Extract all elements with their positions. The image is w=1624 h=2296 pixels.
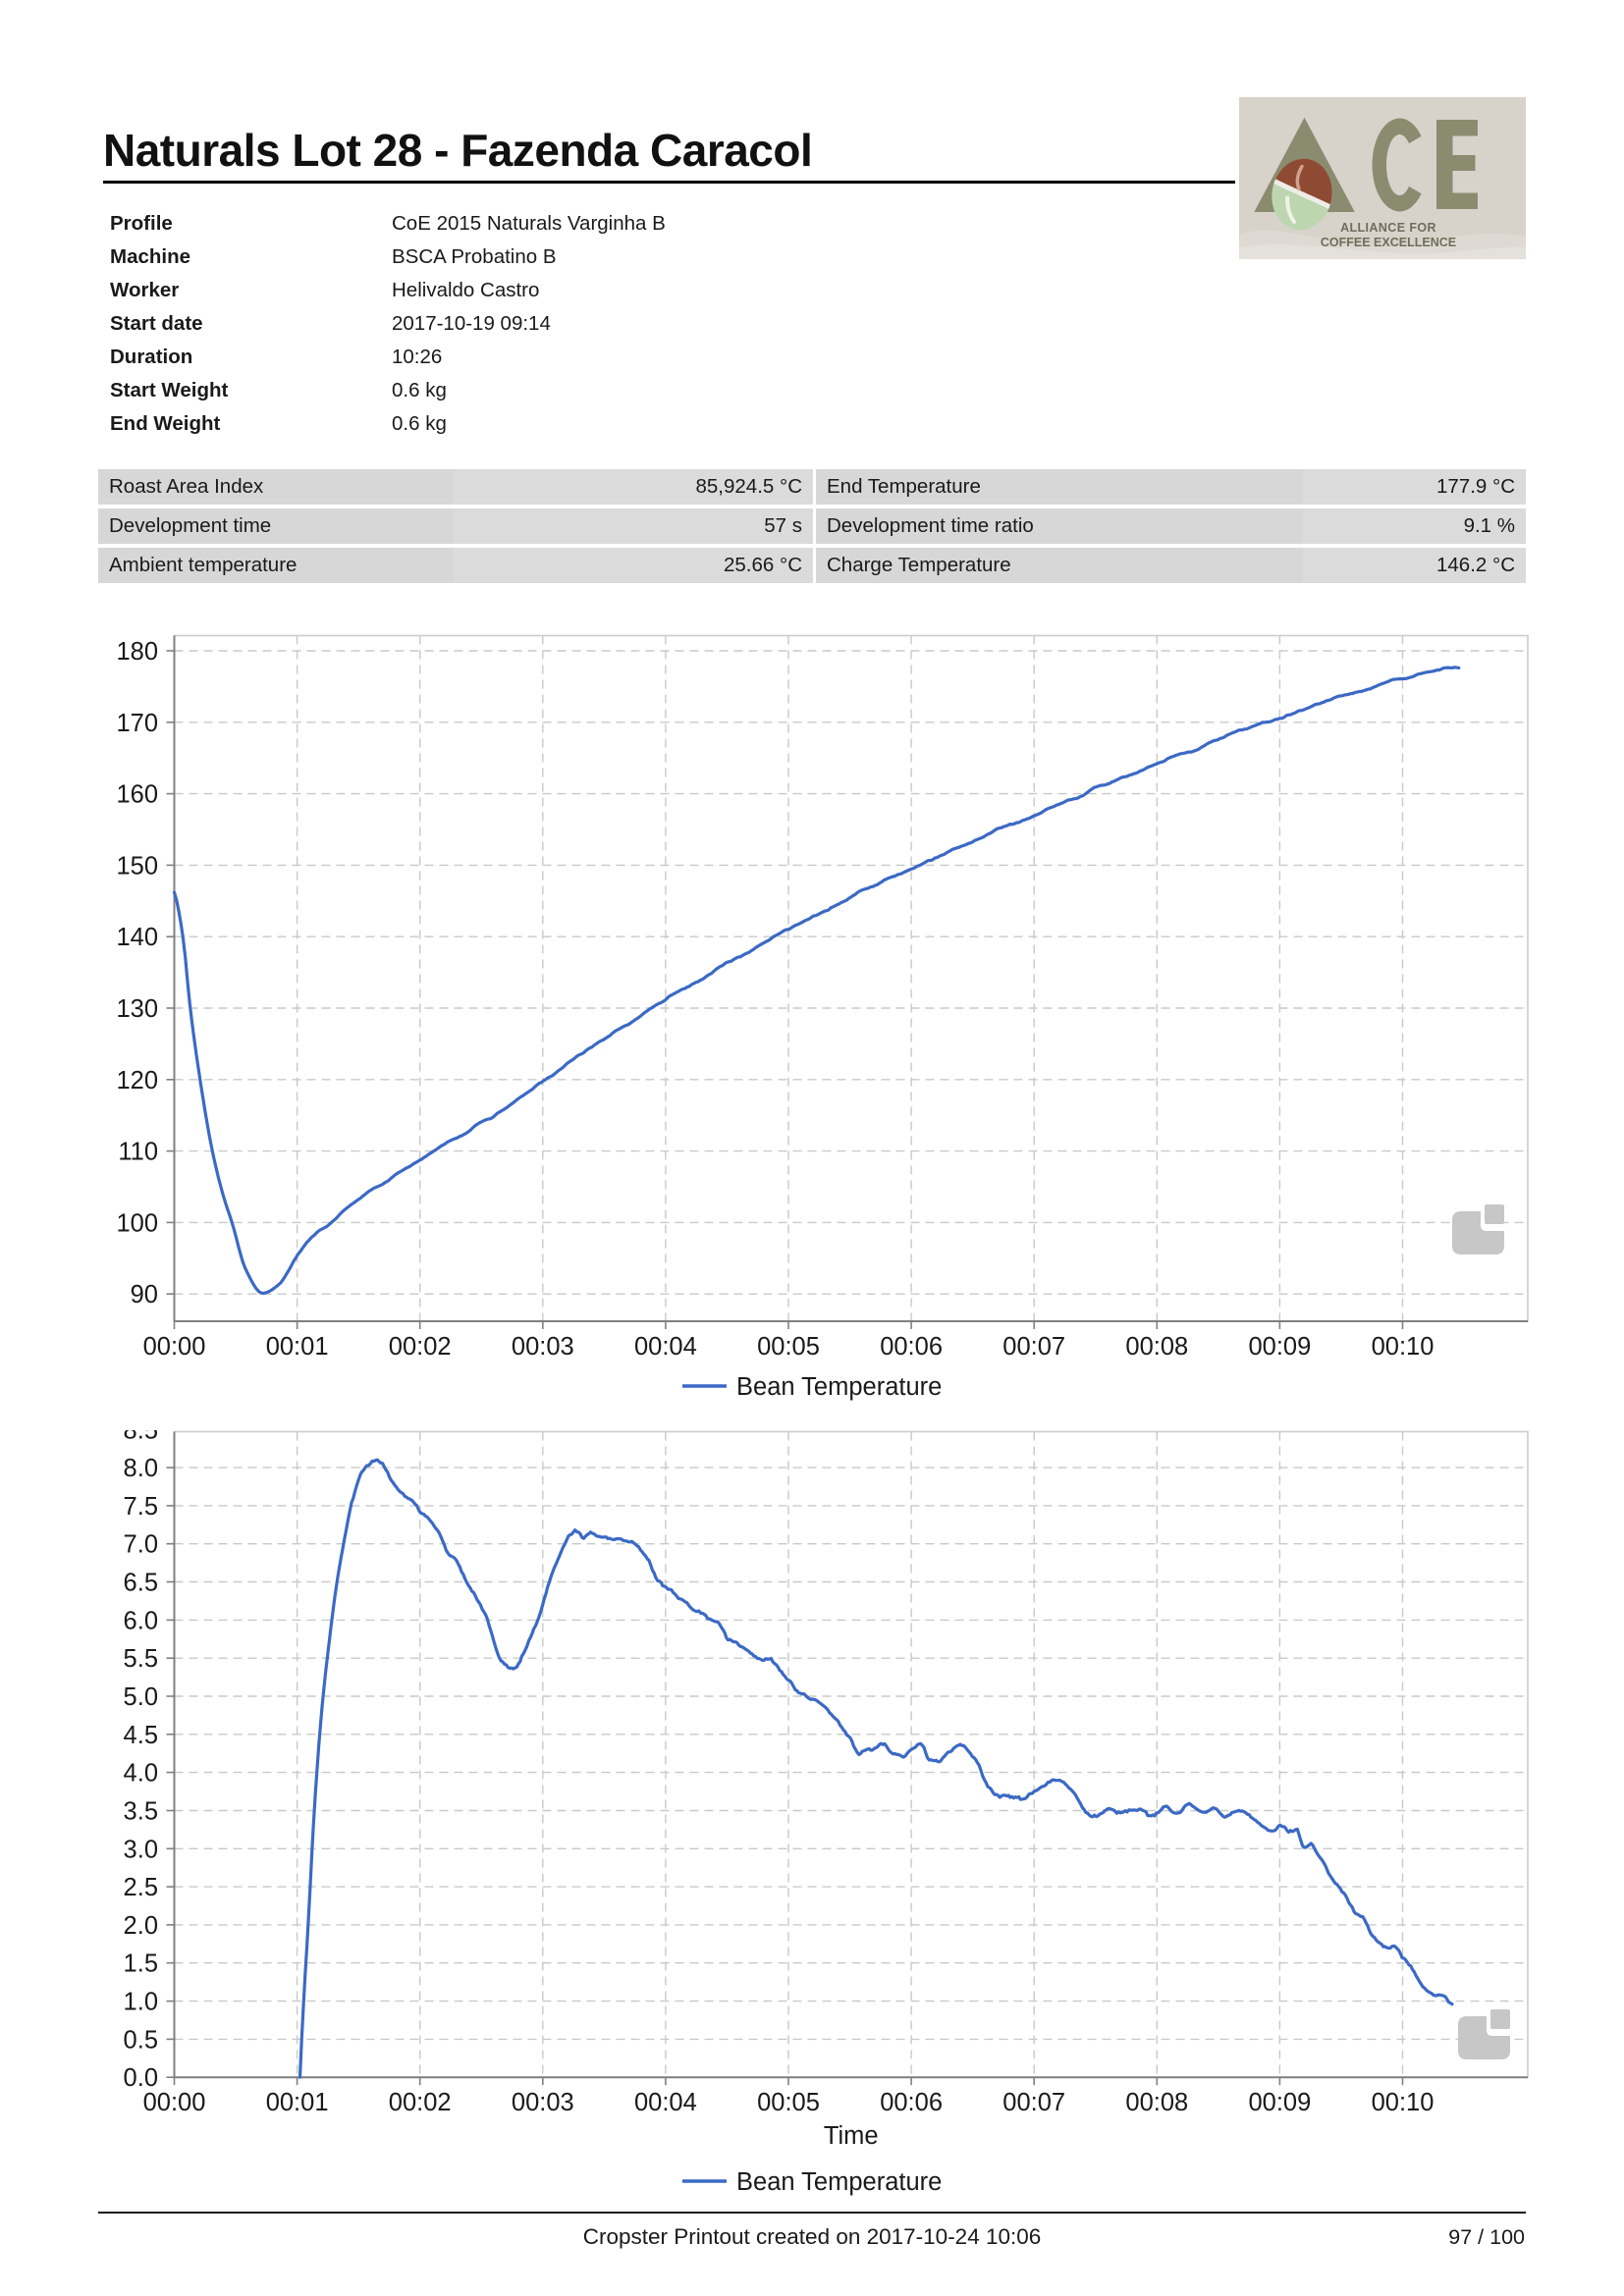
svg-text:6.5: 6.5 [124,1570,158,1597]
svg-text:130: 130 [116,995,158,1023]
svg-text:140: 140 [116,924,158,951]
svg-text:4.5: 4.5 [124,1722,158,1749]
svg-text:00:00: 00:00 [143,2089,206,2116]
svg-text:00:07: 00:07 [1002,1333,1065,1361]
svg-text:2.5: 2.5 [124,1874,158,1901]
svg-text:Bean Temperature: Bean Temperature [736,1373,942,1401]
svg-text:00:07: 00:07 [1002,2089,1065,2116]
svg-text:00:02: 00:02 [389,2089,452,2116]
svg-text:120: 120 [116,1067,158,1095]
svg-text:00:04: 00:04 [634,1333,697,1361]
svg-text:ALLIANCE FOR: ALLIANCE FOR [1340,221,1436,235]
svg-text:5.5: 5.5 [124,1645,158,1673]
svg-text:00:05: 00:05 [757,2089,820,2116]
svg-text:90: 90 [131,1281,158,1308]
svg-text:100: 100 [116,1209,158,1237]
svg-text:0.5: 0.5 [124,2026,158,2054]
svg-text:00:01: 00:01 [266,1333,329,1361]
svg-text:160: 160 [116,781,158,809]
svg-text:170: 170 [116,710,158,737]
svg-text:180: 180 [116,638,158,666]
svg-text:00:03: 00:03 [512,2089,574,2116]
svg-text:00:08: 00:08 [1125,1333,1188,1361]
svg-text:00:10: 00:10 [1372,2089,1435,2116]
svg-text:110: 110 [118,1139,158,1166]
svg-text:00:01: 00:01 [266,2089,329,2116]
svg-text:00:05: 00:05 [757,1333,820,1361]
svg-text:8.5: 8.5 [124,1430,158,1444]
svg-text:150: 150 [116,852,158,880]
svg-text:6.0: 6.0 [124,1607,158,1634]
svg-text:00:08: 00:08 [1125,2089,1188,2116]
svg-text:4.0: 4.0 [124,1760,158,1788]
svg-text:00:02: 00:02 [389,1333,452,1361]
svg-text:2.0: 2.0 [124,1912,158,1940]
svg-text:1.5: 1.5 [124,1950,158,1978]
svg-text:00:06: 00:06 [880,1333,943,1361]
svg-text:5.0: 5.0 [124,1683,158,1711]
svg-text:1.0: 1.0 [124,1989,158,2016]
svg-text:Bean Temperature: Bean Temperature [736,2168,942,2196]
svg-text:00:04: 00:04 [634,2089,697,2116]
svg-text:3.5: 3.5 [124,1798,158,1826]
svg-text:3.0: 3.0 [124,1836,158,1863]
svg-text:00:09: 00:09 [1248,1333,1311,1361]
svg-text:00:09: 00:09 [1248,2089,1311,2116]
svg-text:0.0: 0.0 [124,2064,158,2092]
svg-text:Time: Time [824,2122,879,2150]
svg-text:COFFEE EXCELLENCE: COFFEE EXCELLENCE [1321,236,1456,249]
svg-text:00:00: 00:00 [143,1333,206,1361]
svg-text:00:03: 00:03 [512,1333,574,1361]
svg-text:00:10: 00:10 [1372,1333,1435,1361]
svg-text:7.0: 7.0 [124,1531,158,1559]
svg-text:7.5: 7.5 [124,1493,158,1521]
svg-text:8.0: 8.0 [124,1455,158,1482]
svg-text:00:06: 00:06 [880,2089,943,2116]
